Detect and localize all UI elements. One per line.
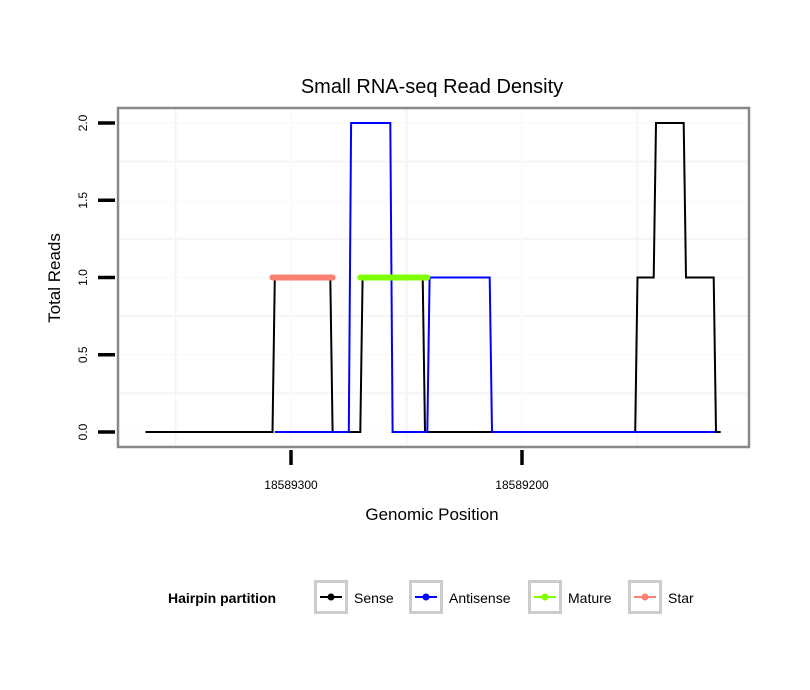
legend-key-point — [327, 593, 335, 601]
legend-label: Mature — [568, 590, 612, 606]
plot-panel — [116, 106, 751, 449]
legend-label: Sense — [354, 590, 394, 606]
legend-item-star: Star — [628, 580, 694, 614]
x-tick-label: 18589300 — [264, 478, 318, 492]
legend: Hairpin partition Sense Antisense Mature St… — [168, 580, 694, 614]
chart-title: Small RNA-seq Read Density — [301, 76, 563, 98]
legend-key-point — [641, 593, 649, 601]
y-tick-label: 1.0 — [76, 269, 90, 286]
legend-title: Hairpin partition — [168, 590, 276, 606]
y-tick-label: 2.0 — [76, 114, 90, 131]
series-line-antisense — [274, 122, 716, 433]
legend-label: Star — [668, 590, 694, 606]
y-axis-title: Total Reads — [45, 233, 64, 323]
y-tick-label: 0.0 — [76, 423, 90, 440]
y-tick-label: 0.5 — [76, 346, 90, 363]
x-axis: 18589300 18589200 — [264, 450, 549, 492]
legend-items: Sense Antisense Mature Star — [314, 580, 694, 614]
panel-border — [116, 106, 751, 449]
legend-item-antisense: Antisense — [409, 580, 511, 614]
x-axis-title: Genomic Position — [365, 505, 498, 524]
legend-item-mature: Mature — [528, 580, 612, 614]
x-tick-label: 18589200 — [495, 478, 549, 492]
legend-key — [528, 580, 562, 614]
legend-item-sense: Sense — [314, 580, 394, 614]
y-tick-label: 1.5 — [76, 192, 90, 209]
series-layer — [145, 122, 721, 433]
legend-key-point — [541, 593, 549, 601]
legend-label: Antisense — [449, 590, 511, 606]
y-axis: 0.0 0.5 1.0 1.5 2.0 — [76, 114, 115, 440]
legend-key-point — [422, 593, 430, 601]
